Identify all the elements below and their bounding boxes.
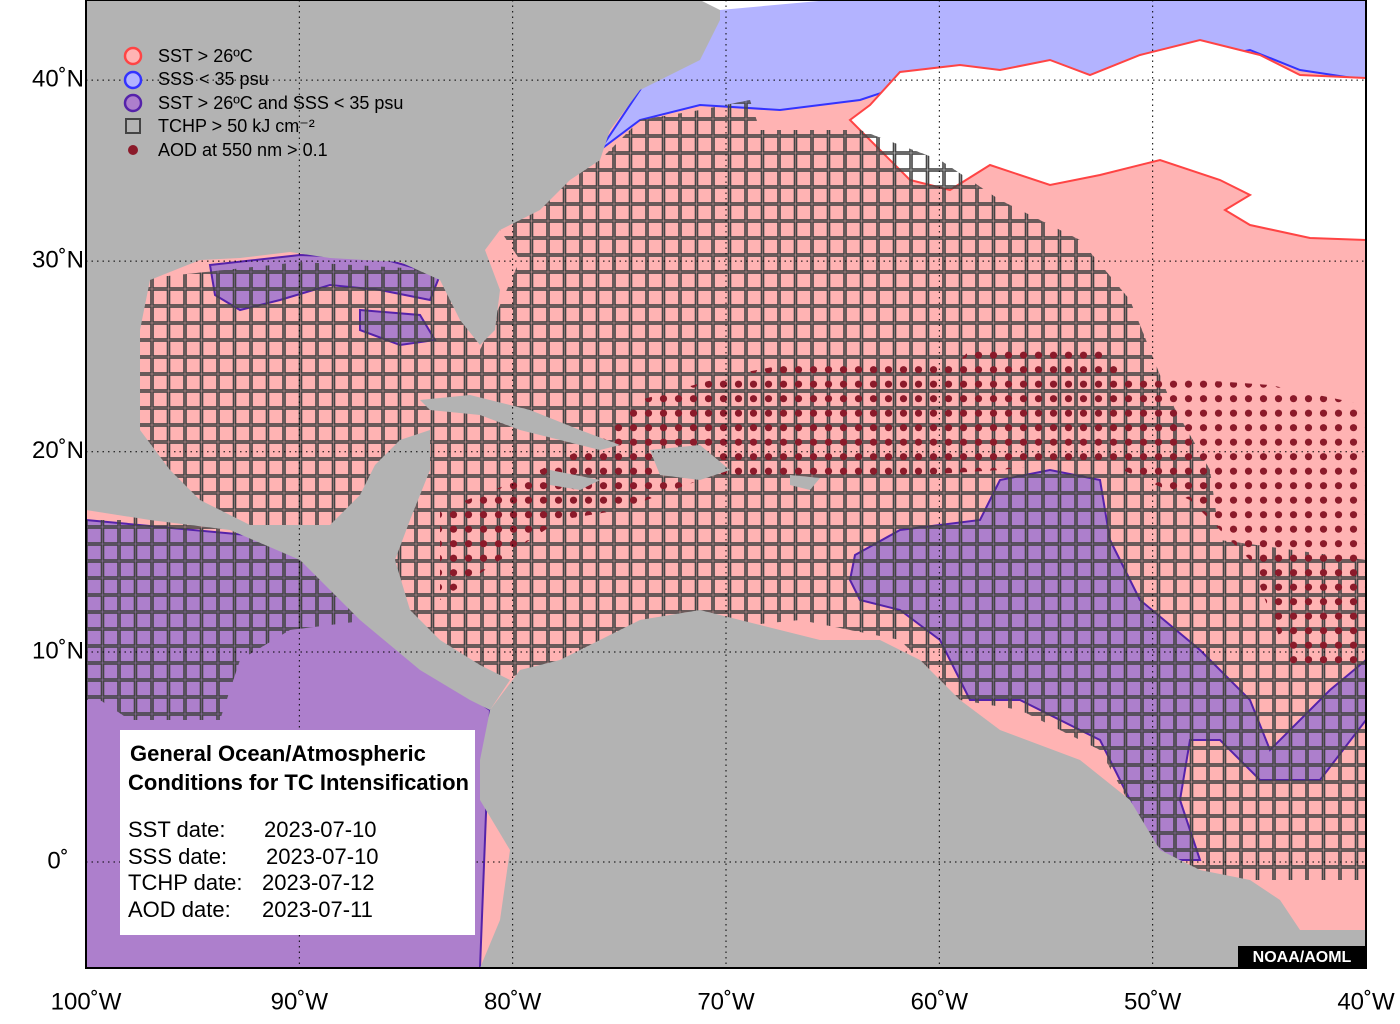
date-value: 2023-07-12: [262, 870, 375, 895]
x-tick-label: 60˚W: [911, 988, 969, 1015]
legend-icon: [123, 46, 143, 66]
date-label: TCHP date:: [128, 870, 243, 895]
map-frame: [85, 0, 1367, 969]
legend-label: SSS < 35 psu: [158, 69, 269, 89]
legend-label: SST > 26ºC and SSS < 35 psu: [158, 93, 403, 113]
island: [420, 395, 820, 490]
x-tick-label: 100˚W: [51, 988, 122, 1015]
date-value: 2023-07-10: [264, 817, 377, 842]
legend: SST > 26ºC SSS < 35 psu SST > 26ºC and S…: [123, 46, 403, 160]
date-label: AOD date:: [128, 897, 231, 922]
legend-icon: [128, 145, 138, 155]
y-tick-label: 20˚N: [32, 437, 84, 464]
x-tick-label: 50˚W: [1124, 988, 1182, 1015]
y-tick-label: 10˚N: [32, 637, 84, 664]
credit-background: [1238, 946, 1366, 968]
legend-label: AOD at 550 nm > 0.1: [158, 140, 328, 160]
date-label: SSS date:: [128, 844, 227, 869]
date-value: 2023-07-10: [266, 844, 379, 869]
legend-icon: [123, 93, 143, 113]
legend-label: TCHP > 50 kJ cm⁻²: [158, 116, 315, 136]
legend-icon: [123, 70, 143, 90]
x-tick-label: 80˚W: [484, 988, 542, 1015]
land: [86, 0, 720, 710]
map-area: [86, 0, 1366, 968]
y-tick-label: 40˚N: [32, 65, 84, 92]
y-tick-label: 0˚: [47, 847, 68, 874]
x-tick-label: 90˚W: [271, 988, 329, 1015]
x-tick-label: 70˚W: [697, 988, 755, 1015]
credit: NOAA/AOML: [1253, 949, 1352, 966]
y-tick-label: 30˚N: [32, 246, 84, 273]
land: [480, 610, 1366, 968]
legend-label: SST > 26ºC: [158, 46, 253, 66]
x-tick-label: 40˚W: [1337, 988, 1395, 1015]
info-title: General Ocean/Atmospheric: [130, 741, 426, 766]
legend-icon: [125, 118, 141, 134]
graticule: [86, 0, 1366, 968]
date-label: SST date:: [128, 817, 225, 842]
info-title: Conditions for TC Intensification: [128, 770, 469, 795]
land-ice: [700, 0, 830, 10]
info-box: General Ocean/Atmospheric Conditions for…: [120, 730, 475, 935]
aod-region: [440, 350, 1366, 665]
info-background: [120, 730, 475, 935]
date-value: 2023-07-11: [262, 897, 373, 922]
